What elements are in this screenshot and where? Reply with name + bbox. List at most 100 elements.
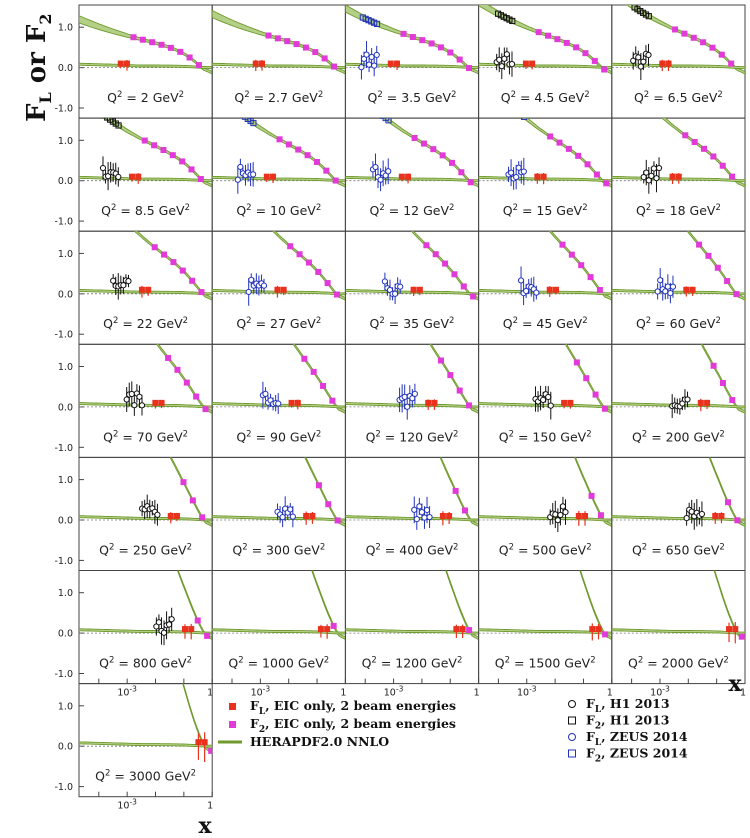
eic-f2-point — [596, 287, 603, 294]
hera-fl-point — [643, 169, 650, 176]
hera-fl-point — [234, 176, 241, 183]
panel-plot-area — [345, 570, 479, 641]
hera-f2-point — [694, 418, 699, 423]
eic-fl-point — [181, 626, 188, 633]
x-tick-label: 10-3 — [251, 685, 271, 699]
hera-fl-point — [637, 63, 644, 70]
hera-f2-point — [651, 106, 656, 111]
eic-f2-point — [419, 37, 426, 44]
eic-fl-point — [439, 512, 446, 519]
panel-q2-label: Q2 = 400 GeV2 — [366, 542, 459, 557]
panel-plot-area — [212, 118, 346, 194]
hera-fl-point — [371, 62, 378, 69]
hera-fl-point — [381, 278, 388, 285]
legend-entry: F2, H1 2013 — [586, 713, 670, 732]
hera-f2-point — [682, 307, 687, 312]
panel-q2-label: Q2 = 12 GeV2 — [370, 203, 455, 218]
hera-fl-point — [517, 277, 525, 284]
eic-fl-point — [195, 739, 202, 746]
eic-f2-point — [728, 60, 735, 67]
hera-f2-point — [144, 398, 149, 403]
eic-f2-point — [411, 135, 418, 142]
y-tick-label: 0.0 — [58, 629, 73, 640]
hera-fl-point — [423, 506, 431, 514]
eic-f2-point — [545, 32, 552, 39]
eic-fl-point — [522, 60, 529, 67]
panel-plot-area — [212, 231, 346, 306]
panel-q2-label: Q2 = 22 GeV2 — [103, 316, 188, 331]
eic-f2-point — [556, 139, 563, 146]
panel-plot-area — [478, 106, 612, 190]
eic-f2-point — [428, 40, 435, 47]
hera-fl-point — [654, 288, 661, 295]
hera-fl-point — [540, 396, 547, 403]
eic-f2-point — [452, 487, 459, 494]
y-tick-label: 1.0 — [58, 362, 73, 373]
eic-f2-point — [466, 627, 473, 634]
panel-400: Q2 = 400 GeV2 — [344, 422, 480, 571]
legend-marker — [229, 703, 236, 710]
eic-f2-point — [672, 26, 679, 33]
hera-fl-point — [552, 511, 559, 518]
panel-q2-label: Q2 = 18 GeV2 — [636, 203, 721, 218]
y-tick-label: 1.0 — [58, 588, 73, 599]
hera-fl-point — [635, 54, 642, 61]
hera-f2-point — [516, 109, 521, 114]
eic-fl-point — [589, 626, 596, 633]
panel-2: 1.0 0.0 -1.0 Q2 = 2 GeV2 — [54, 4, 213, 119]
hera-fl-point — [391, 290, 399, 297]
eic-fl-point — [659, 60, 666, 67]
eic-f2-point — [315, 482, 322, 489]
panel-plot-area — [79, 118, 213, 191]
hera-fl-point — [650, 165, 658, 172]
eic-fl-point — [398, 173, 405, 180]
eic-fl-point — [135, 173, 142, 180]
panel-650: Q2 = 650 GeV2 — [611, 418, 746, 571]
panel-45: Q2 = 45 GeV2 — [478, 230, 613, 345]
eic-f2-point — [729, 173, 736, 180]
eic-f2-point — [714, 264, 721, 271]
hera-fl-point — [368, 53, 375, 61]
eic-f2-point — [565, 145, 572, 152]
eic-f2-point — [535, 29, 542, 36]
hera-f2-point — [164, 534, 169, 539]
hera-f2-point — [513, 106, 518, 111]
panel-200: Q2 = 200 GeV2 — [611, 307, 746, 458]
hera-f2-point — [424, 422, 429, 427]
panel-frame — [611, 570, 746, 685]
y-tick-label: -1.0 — [54, 217, 73, 228]
eic-f2-point — [285, 141, 292, 148]
hera-fl-point — [136, 393, 143, 400]
eic-f2-point — [310, 368, 317, 375]
eic-f2-point — [573, 44, 580, 51]
hera-fl-point — [275, 400, 282, 407]
eic-fl-point — [665, 60, 672, 67]
x-tick-label: 10-3 — [117, 798, 137, 812]
eic-f2-point — [701, 145, 708, 152]
x-tick-label: 1 — [607, 688, 613, 699]
eic-f2-point — [461, 507, 468, 514]
eic-fl-point — [552, 286, 559, 293]
eic-fl-point — [595, 626, 602, 633]
panel-plot-area — [79, 344, 213, 416]
eic-fl-point — [128, 173, 135, 180]
legend-marker — [568, 749, 576, 758]
panel-plot-area — [79, 534, 213, 646]
eic-f2-point — [302, 44, 309, 51]
hera-fl-point — [262, 390, 269, 397]
eic-f2-point — [460, 283, 467, 290]
hera-f2-point — [546, 308, 551, 313]
eic-f2-point — [301, 355, 308, 362]
herapdf-fl-band — [611, 288, 745, 296]
panel-plot-area — [79, 398, 213, 528]
hera-fl-point — [365, 61, 373, 68]
hera-fl-point — [110, 277, 117, 284]
hera-fl-point — [416, 503, 423, 510]
herapdf-fl-band — [478, 288, 612, 296]
panel-plot-area — [79, 15, 213, 75]
hera-fl-point — [520, 168, 527, 175]
y-tick-label: 1.0 — [58, 136, 73, 147]
hera-fl-point — [508, 61, 516, 68]
hera-fl-point — [245, 288, 252, 296]
eic-f2-point — [451, 271, 458, 278]
